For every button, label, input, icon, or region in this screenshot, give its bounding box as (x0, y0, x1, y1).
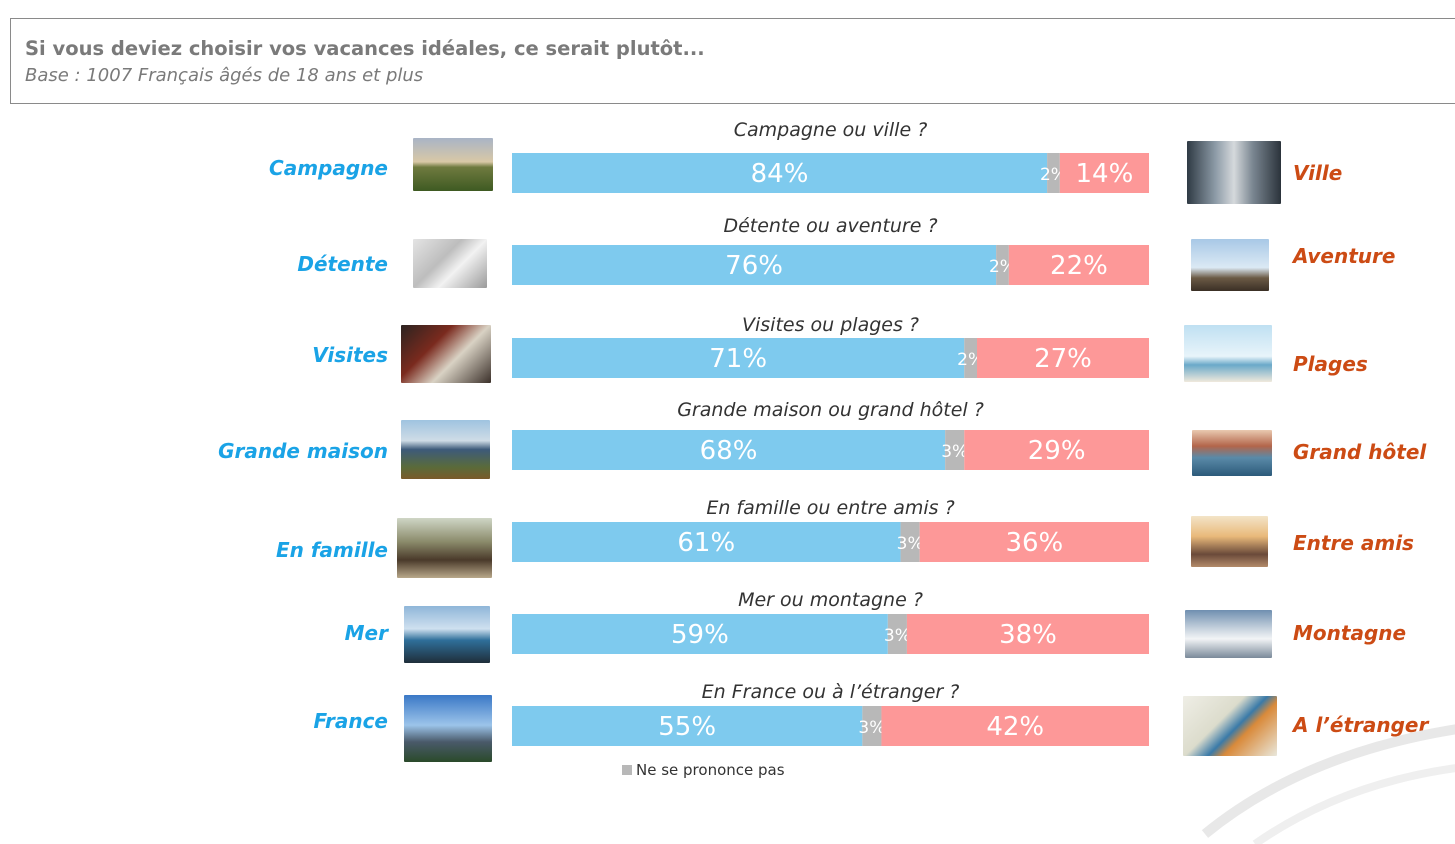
left-option-label: France (313, 709, 388, 733)
bar-left-value-label: 59% (671, 620, 729, 650)
left-option-label: Visites (312, 343, 388, 367)
bar-left-value-label: 68% (700, 436, 758, 466)
bar-neutral-value-label: 2% (957, 350, 984, 370)
bar-right-value-label: 22% (1050, 251, 1108, 281)
bar-left-value-label: 84% (751, 159, 809, 189)
bar-left-segment (512, 706, 863, 746)
bar-left-value-label: 55% (658, 712, 716, 742)
chart-title: Si vous deviez choisir vos vacances idéa… (25, 37, 705, 60)
question-label: En famille ou entre amis ? (706, 497, 955, 519)
bar-left-value-label: 76% (725, 251, 783, 281)
mountain-peaks-photo (1185, 610, 1272, 658)
house-photo (401, 420, 490, 479)
bar-left-segment (512, 614, 888, 654)
bar-right-segment (964, 430, 1149, 470)
legend: Ne se prononce pas (622, 761, 785, 779)
left-option-label: Campagne (269, 156, 388, 180)
bar-right-segment (919, 522, 1149, 562)
question-label: Campagne ou ville ? (733, 119, 928, 141)
eiffel-tower-photo (404, 695, 492, 762)
bar-neutral-value-label: 3% (858, 718, 885, 738)
bar-neutral-value-label: 3% (941, 442, 968, 462)
bar-left-value-label: 71% (709, 344, 767, 374)
hammock-photo (413, 239, 487, 288)
bar-neutral-segment (862, 706, 882, 746)
question-label: En France ou à l’étranger ? (701, 681, 960, 703)
right-option-label: A l’étranger (1293, 713, 1429, 737)
bar-right-value-label: 27% (1034, 344, 1092, 374)
countryside-photo (413, 138, 493, 191)
bar-neutral-value-label: 2% (1040, 165, 1067, 185)
bar-right-segment (906, 614, 1149, 654)
bar-left-segment (512, 153, 1048, 193)
left-option-label: Mer (344, 621, 388, 645)
right-option-label: Entre amis (1293, 531, 1414, 555)
decorative-swirl (1201, 724, 1455, 844)
hotel-pool-photo (1192, 430, 1272, 476)
bar-right-value-label: 42% (986, 712, 1044, 742)
bar-neutral-segment (887, 614, 907, 654)
stacked-bar-chart: 84% 2% 14% 76% 2% 22% 71% 2% 27% 68% 3% 29% 61% 3% 36%… (512, 153, 1149, 746)
bar-neutral-segment (996, 245, 1009, 285)
bar-neutral-value-label: 2% (989, 257, 1016, 277)
bar-right-segment (1059, 153, 1149, 193)
bar-right-value-label: 14% (1076, 159, 1134, 189)
question-label: Visites ou plages ? (742, 314, 919, 336)
bar-right-segment (881, 706, 1149, 746)
bar-right-value-label: 36% (1005, 528, 1063, 558)
bar-right-value-label: 38% (999, 620, 1057, 650)
legend-label: Ne se prononce pas (636, 761, 785, 779)
bar-left-segment (512, 245, 997, 285)
left-option-label: En famille (275, 538, 388, 562)
question-label: Détente ou aventure ? (723, 215, 938, 237)
bar-neutral-segment (1047, 153, 1060, 193)
bar-right-segment (1008, 245, 1149, 285)
chart-subtitle: Base : 1007 Français âgés de 18 ans et p… (25, 65, 424, 86)
bar-neutral-segment (900, 522, 920, 562)
left-option-label: Grande maison (218, 439, 388, 463)
right-option-label: Montagne (1293, 621, 1407, 645)
question-label: Mer ou montagne ? (738, 589, 923, 611)
header-box: Si vous deviez choisir vos vacances idéa… (10, 18, 1455, 104)
hiker-cliff-photo (1191, 239, 1269, 291)
legend-swatch-neutral (622, 765, 632, 775)
city-street-photo (1187, 141, 1281, 204)
bar-left-value-label: 61% (677, 528, 735, 558)
right-option-label: Ville (1293, 161, 1343, 185)
bar-neutral-segment (964, 338, 978, 378)
bar-left-segment (512, 338, 965, 378)
bar-left-segment (512, 522, 901, 562)
bar-neutral-value-label: 3% (884, 626, 911, 646)
friends-sunset-photo (1191, 516, 1268, 567)
bar-neutral-value-label: 3% (897, 534, 924, 554)
right-option-label: Grand hôtel (1293, 440, 1427, 464)
bar-chart-svg: 84% 2% 14% 76% 2% 22% 71% 2% 27% 68% 3% 29% 61% 3% 36%… (512, 153, 1149, 746)
family-photo (397, 518, 492, 578)
map-visit-photo (401, 325, 491, 383)
kingfisher-bird-photo (1183, 696, 1277, 756)
question-label: Grande maison ou grand hôtel ? (677, 399, 984, 421)
right-option-label: Aventure (1293, 244, 1396, 268)
right-option-label: Plages (1293, 352, 1368, 376)
bar-right-segment (977, 338, 1149, 378)
palm-beach-photo (1184, 325, 1272, 382)
bar-right-value-label: 29% (1028, 436, 1086, 466)
left-option-label: Détente (297, 252, 388, 276)
bar-left-segment (512, 430, 946, 470)
sea-rocks-photo (404, 606, 490, 663)
bar-neutral-segment (945, 430, 965, 470)
